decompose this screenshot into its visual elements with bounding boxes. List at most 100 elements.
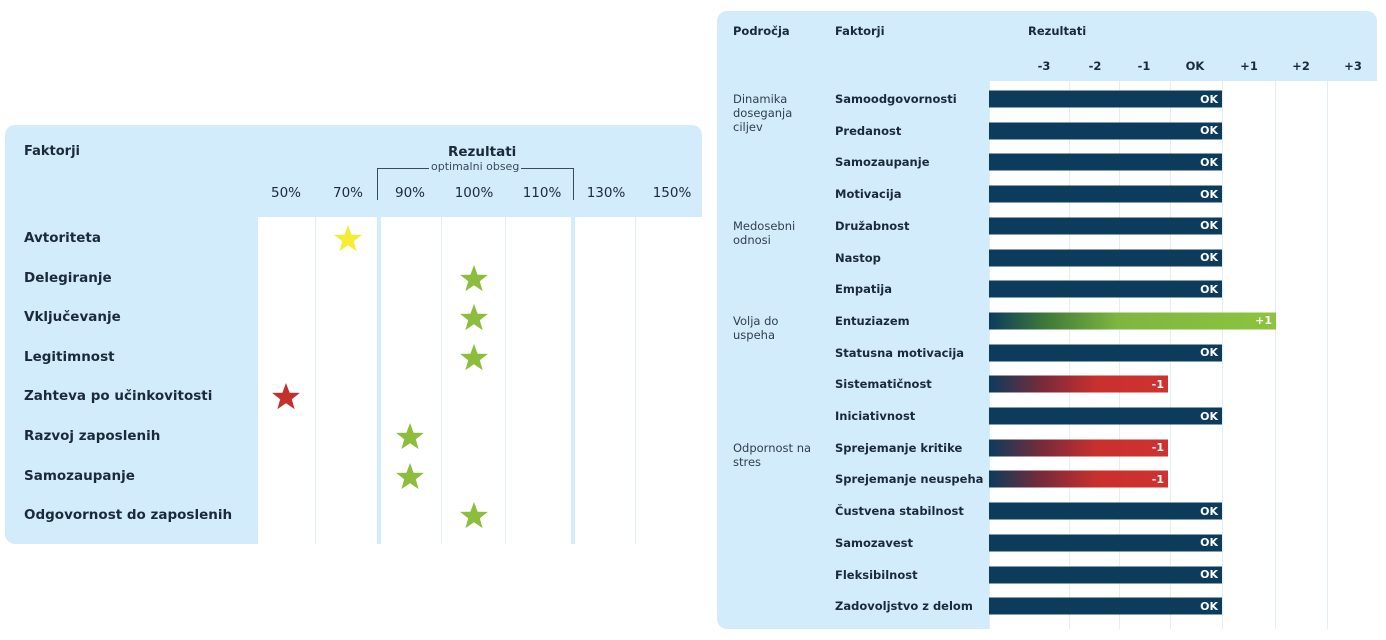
x-tick-label: 110% (522, 185, 562, 201)
result-bar: OK (989, 534, 1222, 552)
area-label: Dinamika doseganja ciljev (733, 92, 793, 134)
area-label: Odpornost na stres (733, 440, 812, 469)
bar-value-label: OK (1200, 124, 1218, 138)
x-tick-label: 150% (652, 185, 692, 201)
factor-label: Avtoriteta (24, 230, 101, 246)
grid-line (1327, 81, 1328, 629)
result-bar: OK (989, 407, 1222, 425)
factor-label: Nastop (835, 250, 881, 265)
factor-label: Motivacija (835, 187, 902, 202)
grid-line (441, 217, 442, 544)
bar-value-label: OK (1200, 599, 1218, 613)
factor-label: Zadovoljstvo z delom (835, 599, 973, 614)
factor-label: Samozavest (835, 535, 914, 550)
factor-label: Delegiranje (24, 269, 112, 286)
result-bar: OK (989, 280, 1222, 298)
x-tick-label: -3 (1037, 59, 1051, 73)
bar-value-label: OK (1200, 409, 1218, 423)
factors-header: Faktorji (24, 144, 81, 159)
x-tick-label: +3 (1344, 59, 1362, 73)
x-tick-label: OK (1185, 59, 1205, 73)
optimal-range-start-line (377, 217, 381, 544)
result-bar: OK (989, 153, 1222, 171)
results-header: Rezultati (448, 144, 517, 160)
factor-label: Sistematičnost (835, 377, 932, 392)
factor-label: Sprejemanje neuspeha (835, 472, 984, 487)
factor-label: Entuziazem (835, 313, 910, 328)
x-tick-label: 70% (332, 185, 364, 201)
factor-label: Legitimnost (24, 348, 115, 365)
factors-header: Faktorji (835, 24, 885, 38)
result-bar: OK (989, 502, 1222, 520)
result-bar: OK (989, 249, 1222, 266)
results-header: Rezultati (1028, 24, 1087, 38)
result-bar: OK (989, 344, 1222, 362)
optimal-range-label: optimalni obseg (429, 160, 522, 173)
factor-label: Samoodgovornosti (835, 92, 957, 106)
bar-value-label: -1 (1151, 472, 1164, 486)
star-icon (334, 225, 362, 252)
factor-label: Sprejemanje kritike (835, 440, 963, 455)
factor-label: Iniciativnost (835, 409, 916, 423)
factor-label: Statusna motivacija (835, 345, 965, 360)
bar-value-label: OK (1200, 568, 1218, 581)
x-tick-label: +2 (1292, 59, 1310, 73)
bar-value-label: OK (1200, 155, 1218, 169)
grid-line (505, 217, 506, 544)
factor-label: Samozaupanje (24, 467, 135, 484)
star-icon (460, 502, 488, 529)
factor-label: Samozaupanje (835, 155, 930, 170)
bar-value-label: OK (1200, 536, 1218, 550)
star-icon (460, 264, 488, 291)
result-bar: -1 (989, 470, 1168, 488)
result-bar: -1 (989, 439, 1168, 457)
x-tick-label: 50% (270, 185, 302, 201)
factor-label: Zahteva po učinkovitosti (24, 388, 213, 405)
plot-area (258, 217, 702, 544)
x-tick-label: 90% (394, 185, 426, 201)
grid-line (635, 217, 636, 544)
star-icon (460, 304, 488, 331)
factor-label: Razvoj zaposlenih (24, 428, 161, 444)
x-tick-label: 100% (454, 185, 494, 201)
x-tick-label: -1 (1137, 59, 1151, 73)
result-bar: -1 (989, 375, 1168, 393)
grid-line (315, 217, 316, 544)
bar-value-label: OK (1200, 251, 1218, 264)
areas-header: Področja (733, 24, 790, 38)
bar-value-label: OK (1200, 346, 1218, 360)
factor-label: Empatija (835, 282, 892, 297)
optimal-range-end-line (571, 217, 575, 544)
bar-value-label: OK (1200, 504, 1218, 518)
result-bar: OK (989, 597, 1222, 615)
bar-value-label: OK (1200, 282, 1218, 296)
result-bar: OK (989, 122, 1222, 140)
area-label: Medosebni odnosi (733, 218, 796, 247)
grid-line (1275, 81, 1276, 629)
bar-value-label: OK (1200, 187, 1218, 201)
result-bar: OK (989, 217, 1222, 235)
bar-value-label: OK (1200, 219, 1218, 233)
bar-value-label: OK (1200, 92, 1218, 106)
factor-label: Fleksibilnost (835, 567, 918, 582)
factor-label: Predanost (835, 123, 902, 138)
factor-label: Čustvena stabilnost (835, 504, 964, 519)
star-icon (272, 383, 300, 410)
result-bar: OK (989, 566, 1222, 583)
factor-label: Vključevanje (24, 309, 121, 326)
star-icon (396, 462, 424, 489)
star-icon (396, 423, 424, 450)
deviation-bar-chart: Področja Faktorji Rezultati -3 -2 -1 OK +1 +2… (717, 11, 1377, 629)
area-label: Volja do uspeha (733, 313, 779, 342)
factor-label: Družabnost (835, 218, 910, 233)
grid-line (1222, 81, 1223, 629)
bar-value-label: +1 (1255, 314, 1272, 328)
star-rating-chart: Faktorji Rezultati optimalni obseg 50% 70… (5, 125, 702, 544)
result-bar: +1 (989, 312, 1276, 330)
result-bar: OK (989, 185, 1222, 203)
x-tick-label: -2 (1088, 59, 1102, 73)
x-tick-label: +1 (1240, 59, 1258, 73)
result-bar: OK (989, 90, 1222, 108)
bar-value-label: -1 (1151, 441, 1164, 455)
factor-label: Odgovornost do zaposlenih (24, 507, 233, 524)
